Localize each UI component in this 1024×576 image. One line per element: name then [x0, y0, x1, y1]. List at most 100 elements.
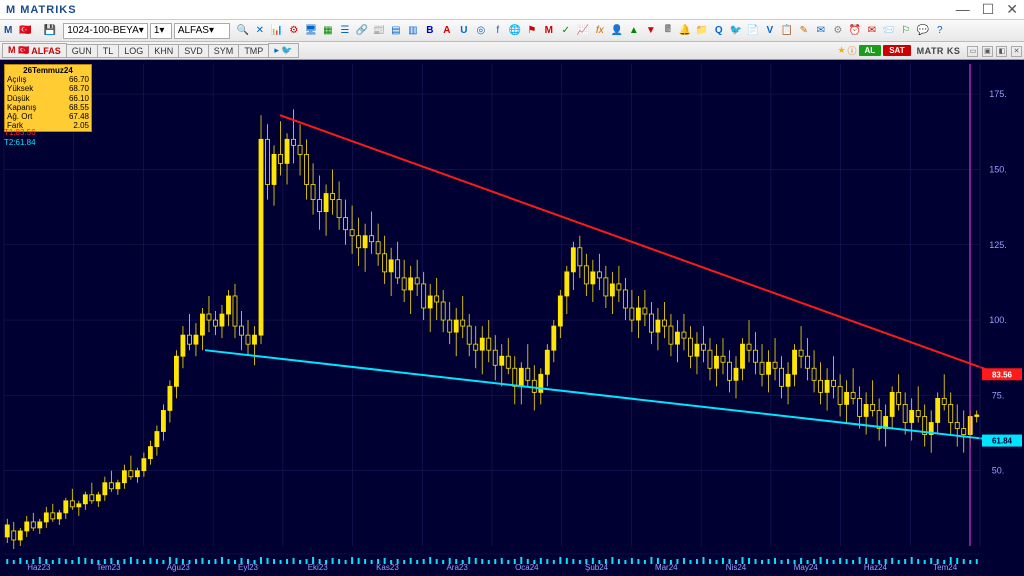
fx-icon[interactable]: fx: [593, 24, 607, 38]
symbol-tab[interactable]: M 🇹🇷 ALFAS: [2, 43, 67, 58]
buy-button[interactable]: AL: [859, 45, 882, 56]
mail-icon[interactable]: ✉: [865, 24, 879, 38]
chat-icon[interactable]: 💬: [916, 24, 930, 38]
tab-sym[interactable]: SYM: [208, 44, 240, 58]
close-icon[interactable]: ✕: [1006, 1, 1018, 18]
screen-icon[interactable]: 🖥: [304, 24, 318, 38]
up-icon[interactable]: ▲: [627, 24, 641, 38]
flag3-icon[interactable]: ⚐: [899, 24, 913, 38]
alarm-icon[interactable]: ⏰: [848, 24, 862, 38]
check-icon[interactable]: ✓: [559, 24, 573, 38]
target-icon[interactable]: ◎: [474, 24, 488, 38]
trend-labels: T1:83.56 T2:61.84: [4, 128, 36, 147]
doc-icon[interactable]: 📄: [746, 24, 760, 38]
main-toolbar: M 🇹🇷 💾 1024-100-BEYA ▾ 1 ▾ ALFAS ▾ 🔍 ✕ 📊…: [0, 20, 1024, 42]
mini2-icon[interactable]: ▣: [982, 46, 993, 57]
svg-text:125.: 125.: [989, 240, 1007, 250]
link-icon[interactable]: 🔗: [355, 24, 369, 38]
svg-text:Ağu23: Ağu23: [167, 563, 191, 572]
svg-text:Şub24: Şub24: [585, 563, 609, 572]
tab-tl[interactable]: TL: [97, 44, 120, 58]
tw-icon[interactable]: 🐦: [729, 24, 743, 38]
price-chart: 50.75.100.125.150.175.Haz23Tem23Ağu23Eyl…: [0, 60, 1024, 576]
svg-text:50.: 50.: [992, 466, 1005, 476]
calc-icon[interactable]: 🖩: [661, 24, 675, 38]
svg-text:Eki23: Eki23: [308, 563, 329, 572]
cog-icon[interactable]: ⚙: [831, 24, 845, 38]
text-icon[interactable]: A: [440, 24, 454, 38]
svg-text:May24: May24: [794, 563, 819, 572]
user-icon[interactable]: 👤: [610, 24, 624, 38]
mini1-icon[interactable]: ▭: [967, 46, 978, 57]
ohlc-avg: Ağ. Ort67.48: [7, 112, 89, 121]
bell-icon[interactable]: 🔔: [678, 24, 692, 38]
report-icon[interactable]: 📋: [780, 24, 794, 38]
svg-text:Ara23: Ara23: [446, 563, 468, 572]
bold-icon[interactable]: B: [423, 24, 437, 38]
list-icon[interactable]: ▥: [406, 24, 420, 38]
m-icon[interactable]: M: [542, 24, 556, 38]
fb-icon[interactable]: f: [491, 24, 505, 38]
minimize-icon[interactable]: —: [956, 1, 970, 18]
mail2-icon[interactable]: ✉: [814, 24, 828, 38]
sell-button[interactable]: SAT: [883, 45, 910, 56]
svg-text:Tem24: Tem24: [933, 563, 958, 572]
svg-text:Eyl23: Eyl23: [238, 563, 259, 572]
folder-icon[interactable]: 📁: [695, 24, 709, 38]
star-icon[interactable]: ★: [837, 45, 845, 56]
grid-icon[interactable]: ▦: [321, 24, 335, 38]
table-icon[interactable]: ▤: [389, 24, 403, 38]
help-icon[interactable]: ?: [933, 24, 947, 38]
info-icon[interactable]: ⓘ: [848, 44, 857, 57]
mini4-icon[interactable]: ✕: [1011, 46, 1022, 57]
chart-toolbar: M 🇹🇷 ALFAS GUN TL LOG KHN SVD SYM TMP ▸ …: [0, 42, 1024, 60]
zoom-icon[interactable]: 🔍: [236, 24, 250, 38]
svg-text:Nis24: Nis24: [726, 563, 747, 572]
tab-tmp[interactable]: TMP: [238, 44, 269, 58]
brand-icon: M: [4, 25, 12, 36]
q-icon[interactable]: Q: [712, 24, 726, 38]
dn-icon[interactable]: ▼: [644, 24, 658, 38]
bars-icon[interactable]: ☰: [338, 24, 352, 38]
chart-icon[interactable]: 📊: [270, 24, 284, 38]
v-icon[interactable]: V: [763, 24, 777, 38]
t1-label: T1:83.56: [4, 128, 36, 138]
chart2-icon[interactable]: 📈: [576, 24, 590, 38]
ohlc-high: Yüksek68.70: [7, 84, 89, 93]
ohlc-low: Düşük66.10: [7, 94, 89, 103]
brand-label: MATR KS: [917, 46, 961, 56]
inbox-icon[interactable]: 📨: [882, 24, 896, 38]
ohlc-open: Açılış66.70: [7, 75, 89, 84]
qty-select[interactable]: 1 ▾: [150, 23, 172, 39]
svg-text:61.84: 61.84: [992, 437, 1013, 446]
svg-text:Kas23: Kas23: [376, 563, 399, 572]
tab-svd[interactable]: SVD: [178, 44, 209, 58]
symbol-select[interactable]: ALFAS ▾: [174, 23, 230, 39]
toolbar-icons: 🔍 ✕ 📊 ⚙ 🖥 ▦ ☰ 🔗 📰 ▤ ▥ B A U ◎ f 🌐 ⚑ M ✓ …: [236, 24, 947, 38]
save-icon[interactable]: 💾: [39, 23, 61, 38]
edit-icon[interactable]: ✎: [797, 24, 811, 38]
tab-gun[interactable]: GUN: [66, 44, 98, 58]
globe-icon[interactable]: 🌐: [508, 24, 522, 38]
ohlc-close: Kapanış68.55: [7, 103, 89, 112]
settings-icon[interactable]: ⚙: [287, 24, 301, 38]
template-select[interactable]: 1024-100-BEYA ▾: [63, 23, 148, 39]
crosshair-icon[interactable]: ✕: [253, 24, 267, 38]
tab-more[interactable]: ▸ 🐦: [268, 43, 298, 58]
svg-text:100.: 100.: [989, 315, 1007, 325]
tab-khn[interactable]: KHN: [148, 44, 179, 58]
mini3-icon[interactable]: ◧: [996, 46, 1007, 57]
flag-icon[interactable]: 🇹🇷: [14, 23, 36, 38]
svg-text:Tem23: Tem23: [97, 563, 122, 572]
svg-text:175.: 175.: [989, 89, 1007, 99]
chart-area[interactable]: 26Temmuz24 Açılış66.70 Yüksek68.70 Düşük…: [0, 60, 1024, 576]
ohlc-date: 26Temmuz24: [7, 66, 89, 75]
svg-text:150.: 150.: [989, 164, 1007, 174]
flag2-icon[interactable]: ⚑: [525, 24, 539, 38]
tab-log[interactable]: LOG: [118, 44, 149, 58]
news-icon[interactable]: 📰: [372, 24, 386, 38]
maximize-icon[interactable]: ☐: [982, 1, 995, 18]
svg-text:Oca24: Oca24: [515, 563, 539, 572]
u-icon[interactable]: U: [457, 24, 471, 38]
svg-text:Haz24: Haz24: [864, 563, 888, 572]
